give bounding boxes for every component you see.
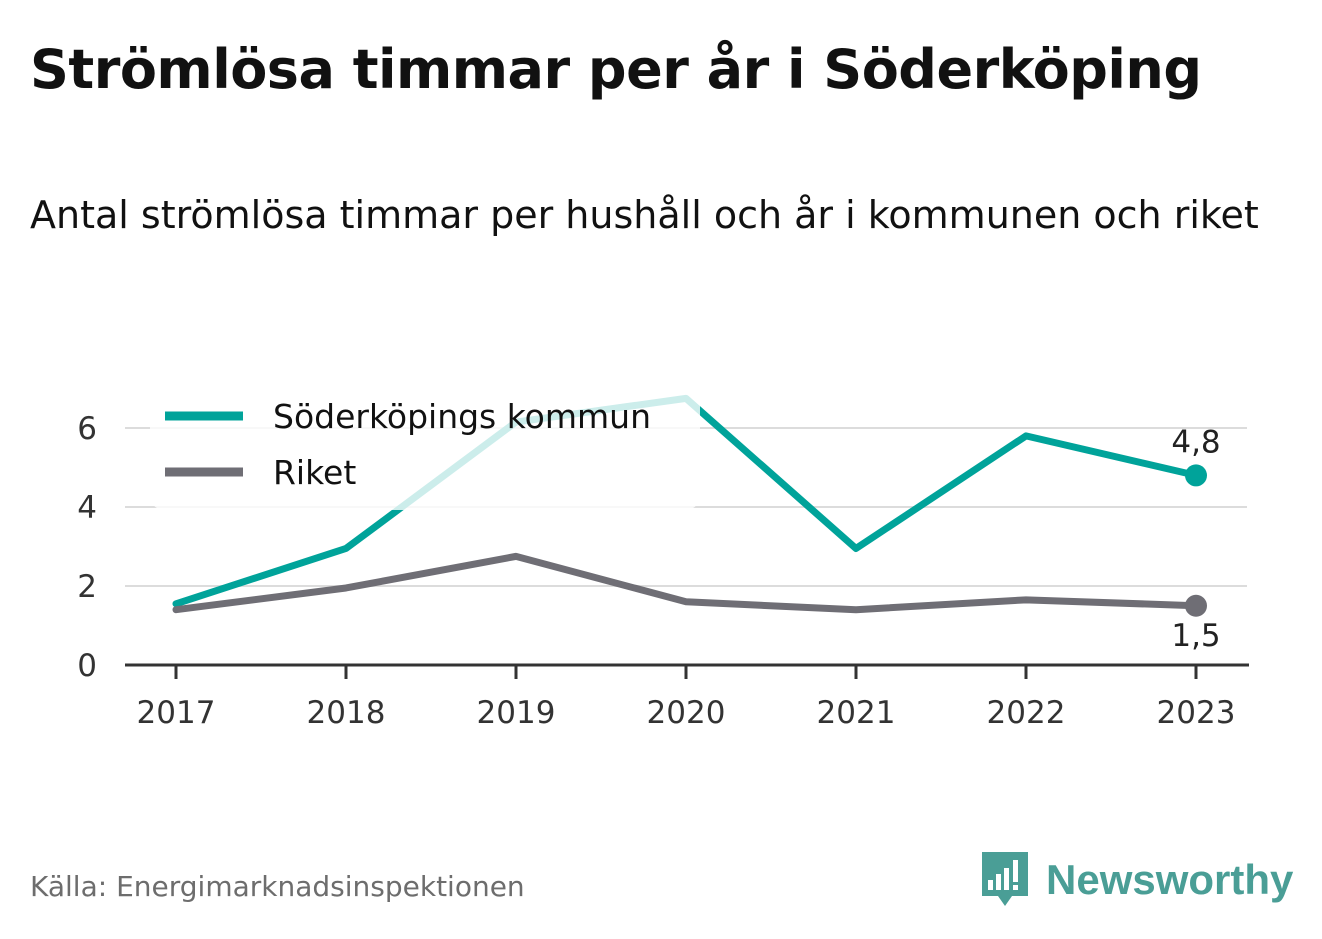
y-tick-label: 2 [77, 569, 97, 605]
y-axis-ticks: 0 2 4 6 [77, 411, 97, 684]
chart-title: Strömlösa timmar per år i Söderköping [30, 38, 1202, 101]
brand-name: Newsworthy [1046, 856, 1294, 903]
x-axis: 2017 2018 2019 2020 2021 2022 2023 [125, 663, 1249, 731]
series-end-point [1185, 594, 1207, 617]
x-tick-label: 2019 [477, 695, 556, 731]
data-label: 4,8 [1171, 424, 1220, 460]
x-tick-label: 2022 [987, 695, 1066, 731]
x-tick-label: 2017 [137, 695, 216, 731]
legend-label: Riket [273, 453, 356, 492]
y-tick-label: 6 [77, 411, 97, 447]
chart-subtitle: Antal strömlösa timmar per hushåll och å… [30, 193, 1259, 237]
series-line [172, 552, 1200, 614]
legend: Söderköpings kommun Riket [150, 392, 700, 510]
bar-chart-speech-bubble-icon [982, 852, 1028, 906]
y-tick-label: 0 [77, 648, 97, 684]
x-tick-label: 2020 [647, 695, 726, 731]
legend-label: Söderköpings kommun [273, 397, 651, 436]
y-tick-label: 4 [77, 490, 97, 526]
legend-background [150, 392, 700, 510]
x-tick-label: 2021 [817, 695, 896, 731]
source-note: Källa: Energimarknadsinspektionen [30, 870, 525, 903]
brand-logo: Newsworthy [980, 850, 1293, 910]
series-end-point [1185, 464, 1207, 487]
data-label: 1,5 [1171, 618, 1220, 654]
data-labels: 4,8 1,5 [1171, 424, 1220, 653]
x-tick-label: 2018 [307, 695, 386, 731]
x-tick-label: 2023 [1157, 695, 1236, 731]
